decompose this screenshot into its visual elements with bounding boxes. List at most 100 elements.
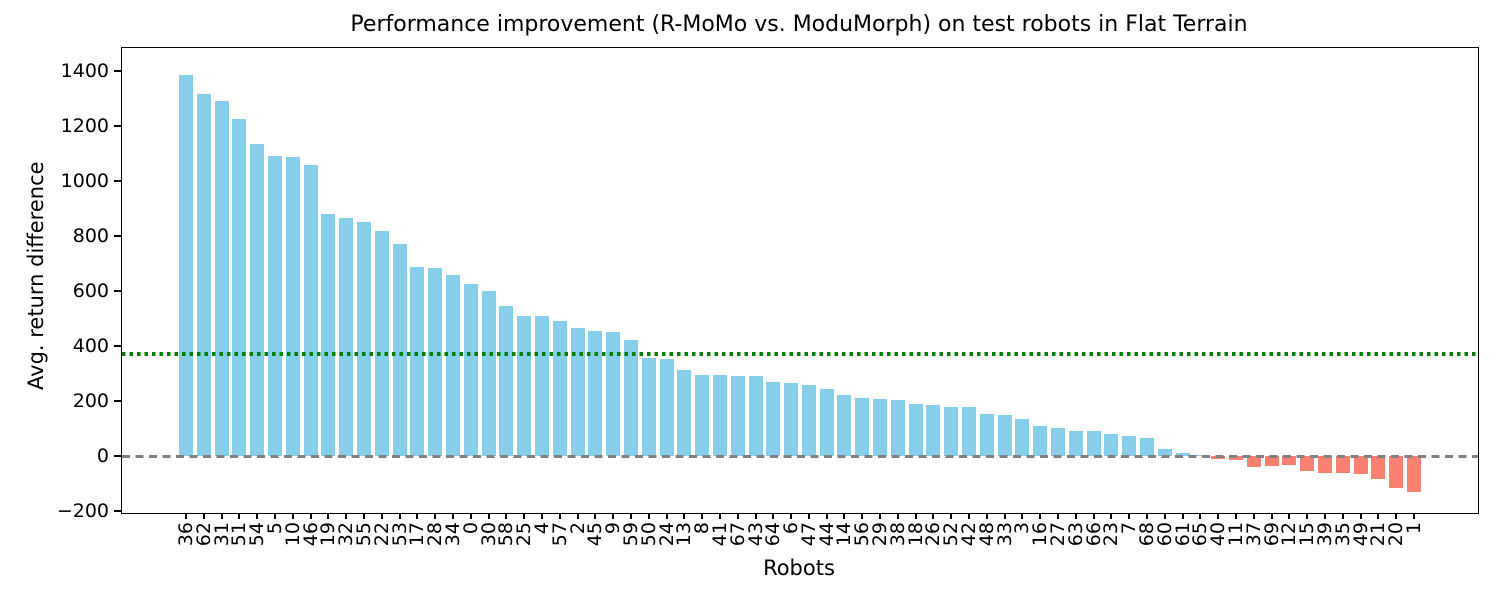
bar xyxy=(1104,434,1119,456)
x-tick xyxy=(1039,513,1042,519)
bar xyxy=(410,267,425,456)
y-tick-label: 1000 xyxy=(60,170,109,192)
bar xyxy=(356,221,371,456)
x-tick xyxy=(807,513,810,519)
x-tick xyxy=(1146,513,1149,519)
x-tick xyxy=(256,513,259,519)
x-tick xyxy=(683,513,686,519)
bar xyxy=(588,331,603,456)
bar xyxy=(392,243,407,456)
bar xyxy=(962,407,977,456)
bar xyxy=(1211,456,1226,460)
y-tick xyxy=(114,180,121,182)
y-tick-label: −200 xyxy=(56,500,109,522)
x-tick xyxy=(665,513,668,519)
plot-area: 36 62 31 51 54 5 10 46 19 32 55 22 53 17 28 34 0 30 58 25 4 5… xyxy=(57,47,1479,546)
bar xyxy=(748,376,763,456)
bar xyxy=(1229,456,1244,460)
x-tick xyxy=(612,513,615,519)
bar xyxy=(1300,456,1315,472)
x-tick xyxy=(932,513,935,519)
x-tick xyxy=(772,513,775,519)
y-tick-label: 800 xyxy=(72,225,109,247)
bar xyxy=(1335,456,1350,474)
bar xyxy=(1015,419,1030,456)
x-tick xyxy=(790,513,793,519)
bar xyxy=(819,389,834,456)
bar xyxy=(517,315,532,456)
x-tick xyxy=(879,513,882,519)
x-tick xyxy=(327,513,330,519)
x-tick xyxy=(1395,513,1398,519)
bar xyxy=(623,340,638,456)
bar xyxy=(997,415,1012,456)
x-tick xyxy=(629,513,632,519)
bar xyxy=(1033,425,1048,456)
bar xyxy=(1246,456,1261,467)
bar xyxy=(303,164,318,456)
x-tick xyxy=(1359,513,1362,519)
x-tick xyxy=(416,513,419,519)
bar xyxy=(534,316,549,456)
bar xyxy=(979,414,994,456)
bar xyxy=(695,374,710,456)
bar xyxy=(730,375,745,456)
x-tick xyxy=(1128,513,1131,519)
bar xyxy=(214,101,229,456)
x-tick xyxy=(896,513,899,519)
x-tick xyxy=(1199,513,1202,519)
y-tick-label: 200 xyxy=(72,390,109,412)
x-tick xyxy=(718,513,721,519)
bar xyxy=(321,214,336,456)
x-tick xyxy=(202,513,205,519)
bar xyxy=(944,406,959,456)
y-tick xyxy=(114,510,121,512)
bar xyxy=(1318,456,1332,474)
bar xyxy=(267,156,282,456)
x-tick xyxy=(950,513,953,519)
bar xyxy=(1157,449,1172,456)
x-tick xyxy=(540,513,543,519)
bar xyxy=(250,143,265,456)
x-tick xyxy=(487,513,490,519)
x-tick xyxy=(701,513,704,519)
bar xyxy=(926,405,941,456)
bar xyxy=(1086,430,1101,456)
bar xyxy=(463,284,478,456)
bar xyxy=(285,157,300,456)
x-tick xyxy=(1413,513,1415,519)
y-tick xyxy=(114,235,121,237)
x-tick xyxy=(238,513,241,519)
x-tick xyxy=(1270,513,1273,519)
bar xyxy=(908,403,923,456)
bar xyxy=(1068,430,1083,456)
bar xyxy=(1175,452,1190,456)
bar xyxy=(606,331,621,456)
x-tick xyxy=(220,513,223,519)
x-tick xyxy=(1003,513,1006,519)
x-tick xyxy=(1341,513,1344,519)
bar xyxy=(499,306,514,456)
y-tick-label: 600 xyxy=(72,280,109,302)
bar xyxy=(659,359,674,456)
y-tick xyxy=(114,125,121,127)
y-tick xyxy=(114,345,121,347)
x-tick xyxy=(469,513,472,519)
bar xyxy=(712,375,727,456)
bar xyxy=(837,395,852,456)
bar xyxy=(1051,428,1066,456)
x-tick xyxy=(985,513,988,519)
x-tick xyxy=(1074,513,1077,519)
x-tick-label: 1 xyxy=(1402,522,1426,534)
x-tick xyxy=(345,513,348,519)
x-tick xyxy=(1324,513,1326,519)
y-tick-label: 1200 xyxy=(60,115,109,137)
bar xyxy=(855,397,870,456)
x-tick xyxy=(825,513,828,519)
x-tick xyxy=(309,513,312,519)
bar xyxy=(890,399,905,456)
bar xyxy=(428,267,443,456)
x-tick xyxy=(434,513,437,519)
x-tick xyxy=(1288,513,1291,519)
x-tick xyxy=(968,513,971,519)
